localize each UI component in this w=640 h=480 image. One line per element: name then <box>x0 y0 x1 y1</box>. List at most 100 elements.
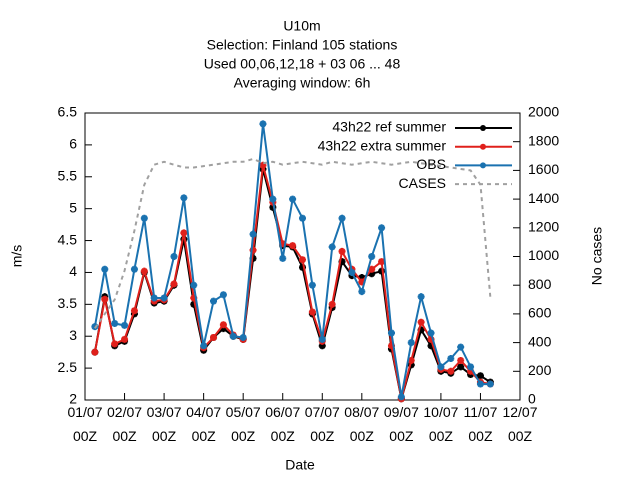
y2-tick-label: 400 <box>528 333 552 349</box>
data-point <box>210 333 218 341</box>
data-point <box>239 333 247 341</box>
x-axis-label: Date <box>285 457 315 473</box>
data-point <box>200 342 208 350</box>
x-tick-label: 09/07 00Z <box>384 404 419 444</box>
data-point <box>219 325 227 333</box>
y2-tick-label: 1000 <box>528 247 559 263</box>
data-point <box>269 195 277 203</box>
y2-axis-label: No cases <box>589 227 605 285</box>
data-point <box>249 230 257 238</box>
data-point <box>328 243 336 251</box>
data-point <box>417 318 425 326</box>
x-tick-label: 08/07 00Z <box>344 404 379 444</box>
y2-tick-label: 1400 <box>528 190 559 206</box>
data-point <box>328 300 336 308</box>
legend-label: 43h22 ref summer <box>332 119 446 135</box>
data-point <box>121 335 129 343</box>
x-tick-label: 02/07 00Z <box>107 404 142 444</box>
data-point <box>417 293 425 301</box>
y2-tick-label: 1200 <box>528 219 559 235</box>
data-point <box>259 161 267 169</box>
data-point <box>308 308 316 316</box>
data-point <box>111 319 119 327</box>
y2-tick-label: 0 <box>528 391 536 407</box>
data-point <box>249 246 257 254</box>
y-tick-label: 2 <box>69 391 77 407</box>
data-point <box>259 120 267 128</box>
y2-tick-label: 800 <box>528 276 552 292</box>
data-point <box>358 288 366 296</box>
data-point <box>368 265 376 273</box>
data-point <box>486 380 494 388</box>
data-point <box>160 294 168 302</box>
data-point <box>279 254 287 262</box>
data-point <box>417 326 425 334</box>
data-point <box>387 329 395 337</box>
y-tick-label: 6 <box>69 136 77 152</box>
data-point <box>338 247 346 255</box>
data-point <box>378 224 386 232</box>
data-point <box>101 295 109 303</box>
data-point <box>476 380 484 388</box>
y-tick-label: 3 <box>69 327 77 343</box>
data-point <box>427 329 435 337</box>
x-tick-label: 12/07 00Z <box>502 404 537 444</box>
data-point <box>299 263 306 271</box>
data-point <box>111 340 119 348</box>
data-point <box>210 297 218 305</box>
title-line: Used 00,06,12,18 + 03 06 ... 48 <box>204 56 401 72</box>
data-point <box>308 281 316 289</box>
y-tick-label: 4 <box>69 263 77 279</box>
data-point <box>289 195 297 203</box>
y-tick-label: 5 <box>69 199 77 215</box>
data-point <box>170 253 178 260</box>
data-point <box>358 278 366 286</box>
data-point <box>457 356 465 364</box>
data-point <box>397 393 405 401</box>
data-point <box>170 280 178 288</box>
data-point <box>447 355 455 363</box>
data-point <box>299 214 306 222</box>
y-axis-label: m/s <box>9 245 25 268</box>
x-tick-label: 03/07 00Z <box>147 404 182 444</box>
legend-marker <box>480 143 486 150</box>
title-line: Averaging window: 6h <box>234 75 371 91</box>
data-point <box>348 268 356 276</box>
data-point <box>121 321 129 329</box>
data-point <box>368 270 376 278</box>
series-line <box>94 157 492 329</box>
x-tick-label: 10/07 00Z <box>423 404 458 444</box>
data-point <box>279 240 287 248</box>
data-point <box>229 332 237 340</box>
y2-tick-label: 600 <box>528 305 552 321</box>
y2-tick-label: 1800 <box>528 132 559 148</box>
data-point <box>368 253 376 260</box>
y-tick-label: 4.5 <box>58 231 78 247</box>
data-point <box>427 342 435 350</box>
data-point <box>387 342 395 350</box>
y2-tick-label: 1600 <box>528 161 559 177</box>
data-point <box>476 372 484 380</box>
data-point <box>407 339 415 347</box>
data-point <box>130 265 138 273</box>
data-point <box>150 294 158 302</box>
data-point <box>219 291 227 299</box>
data-point <box>447 367 455 375</box>
data-point <box>180 194 188 202</box>
data-point <box>457 343 465 351</box>
y2-tick-label: 200 <box>528 362 552 378</box>
data-point <box>140 214 148 222</box>
x-tick-label: 06/07 00Z <box>265 404 300 444</box>
x-tick-label: 05/07 00Z <box>226 404 261 444</box>
title-line: Selection: Finland 105 stations <box>207 37 398 53</box>
x-tick-label: 04/07 00Z <box>186 404 221 444</box>
data-point <box>378 258 386 266</box>
data-point <box>437 363 445 371</box>
data-point <box>318 335 326 343</box>
data-point <box>407 356 415 364</box>
y-tick-label: 6.5 <box>58 104 78 120</box>
legend-marker <box>480 162 486 169</box>
data-point <box>338 214 346 222</box>
data-point <box>358 274 366 282</box>
